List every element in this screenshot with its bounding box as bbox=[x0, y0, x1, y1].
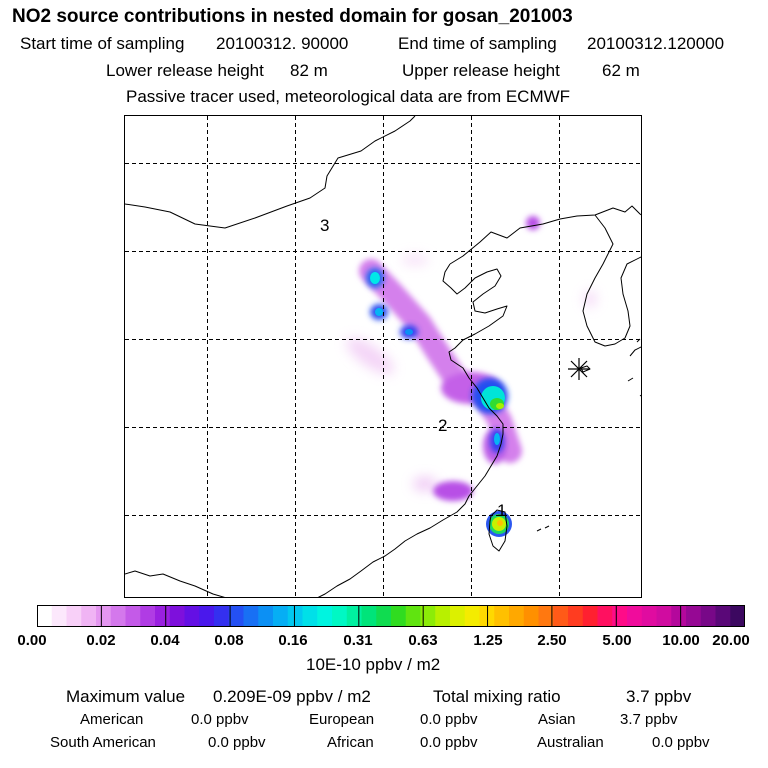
colorbar-swatch bbox=[494, 605, 510, 627]
colorbar-swatch bbox=[597, 605, 613, 627]
region-label-3: 3 bbox=[320, 216, 329, 235]
colorbar-swatch bbox=[125, 605, 141, 627]
colorbar-swatch bbox=[273, 605, 289, 627]
region-australian-value: 0.0 ppbv bbox=[652, 734, 710, 751]
colorbar-swatch bbox=[538, 605, 554, 627]
max-value: 0.209E-09 ppbv / m2 bbox=[213, 687, 371, 706]
concentration-field bbox=[346, 216, 596, 537]
colorbar-swatch bbox=[140, 605, 156, 627]
colorbar-tick: 20.00 bbox=[712, 632, 750, 649]
total-mixing-label: Total mixing ratio bbox=[433, 687, 561, 706]
region-african-name: African bbox=[327, 734, 374, 751]
colorbar-swatch bbox=[464, 605, 480, 627]
colorbar-swatch bbox=[317, 605, 333, 627]
colorbar-swatch bbox=[155, 605, 171, 627]
colorbar-tick: 0.08 bbox=[214, 632, 244, 649]
colorbar-swatch bbox=[656, 605, 672, 627]
region-australian-name: Australian bbox=[537, 734, 604, 751]
colorbar-swatch bbox=[700, 605, 716, 627]
region-american-name: American bbox=[80, 711, 144, 728]
colorbar-swatch bbox=[715, 605, 731, 627]
colorbar-swatch bbox=[435, 605, 451, 627]
colorbar-swatch bbox=[184, 605, 200, 627]
colorbar-swatch bbox=[214, 605, 230, 627]
region-south-american-value: 0.0 ppbv bbox=[208, 734, 266, 751]
colorbar-swatch bbox=[361, 605, 377, 627]
colorbar-tick: 2.50 bbox=[537, 632, 567, 649]
colorbar-swatch bbox=[523, 605, 539, 627]
end-time-label: End time of sampling bbox=[398, 34, 557, 53]
max-value-label: Maximum value bbox=[66, 687, 186, 706]
colorbar-swatch bbox=[258, 605, 274, 627]
colorbar-swatch bbox=[730, 605, 745, 627]
colorbar-swatch bbox=[450, 605, 466, 627]
colorbar-swatch bbox=[287, 605, 303, 627]
colorbar-swatch bbox=[553, 605, 569, 627]
colorbar-swatch bbox=[405, 605, 421, 627]
colorbar-swatch bbox=[582, 605, 598, 627]
region-label-1: 1 bbox=[497, 501, 506, 520]
lat-lon-grid bbox=[125, 116, 641, 597]
colorbar-swatch bbox=[302, 605, 318, 627]
map-panel: 1 2 3 bbox=[124, 115, 642, 598]
upper-height-label: Upper release height bbox=[402, 61, 560, 80]
colorbar-swatch bbox=[391, 605, 407, 627]
region-european-value: 0.0 ppbv bbox=[420, 711, 478, 728]
colorbar-tick: 1.25 bbox=[473, 632, 503, 649]
colorbar-tick: 0.00 bbox=[17, 632, 47, 649]
plot-title: NO2 source contributions in nested domai… bbox=[12, 6, 573, 27]
colorbar-swatch bbox=[243, 605, 259, 627]
start-time-label: Start time of sampling bbox=[20, 34, 185, 53]
asterisk-icon bbox=[568, 358, 590, 380]
colorbar-swatch bbox=[110, 605, 126, 627]
region-asian-name: Asian bbox=[538, 711, 576, 728]
colorbar-tick: 10.00 bbox=[662, 632, 700, 649]
colorbar-tick: 0.04 bbox=[150, 632, 180, 649]
upper-height-value: 62 m bbox=[602, 61, 640, 80]
colorbar-swatch bbox=[81, 605, 97, 627]
colorbar-tick: 0.16 bbox=[278, 632, 308, 649]
colorbar-swatch bbox=[228, 605, 244, 627]
colorbar-swatch bbox=[96, 605, 112, 627]
colorbar-swatch bbox=[376, 605, 392, 627]
colorbar-swatch bbox=[509, 605, 525, 627]
lower-height-label: Lower release height bbox=[106, 61, 264, 80]
region-american-value: 0.0 ppbv bbox=[191, 711, 249, 728]
colorbar-swatch bbox=[332, 605, 348, 627]
region-european-name: European bbox=[309, 711, 375, 728]
colorbar-swatch bbox=[37, 605, 53, 627]
colorbar-swatch bbox=[420, 605, 436, 627]
colorbar-swatch bbox=[568, 605, 584, 627]
region-african-value: 0.0 ppbv bbox=[420, 734, 478, 751]
colorbar-swatch bbox=[612, 605, 628, 627]
start-time-value: 20100312. 90000 bbox=[216, 34, 349, 53]
colorbar-swatch bbox=[686, 605, 702, 627]
total-mixing-value: 3.7 ppbv bbox=[626, 687, 692, 706]
colorbar-tick: 0.02 bbox=[86, 632, 116, 649]
coastlines bbox=[125, 116, 641, 597]
colorbar-border bbox=[37, 605, 745, 627]
region-south-american-name: South American bbox=[50, 734, 156, 751]
colorbar-tick: 5.00 bbox=[602, 632, 632, 649]
colorbar-swatch bbox=[346, 605, 362, 627]
colorbar-swatch bbox=[51, 605, 67, 627]
colorbar bbox=[37, 605, 745, 627]
colorbar-swatch bbox=[199, 605, 215, 627]
region-asian-value: 3.7 ppbv bbox=[620, 711, 678, 728]
lower-height-value: 82 m bbox=[290, 61, 328, 80]
colorbar-tick: 0.31 bbox=[343, 632, 373, 649]
colorbar-tick: 0.63 bbox=[408, 632, 438, 649]
colorbar-swatch bbox=[66, 605, 82, 627]
colorbar-swatch bbox=[641, 605, 657, 627]
map-canvas: 1 2 3 bbox=[125, 116, 641, 597]
tracer-note: Passive tracer used, meteorological data… bbox=[126, 87, 571, 106]
colorbar-swatch bbox=[627, 605, 643, 627]
end-time-value: 20100312.120000 bbox=[587, 34, 725, 53]
region-label-2: 2 bbox=[438, 416, 447, 435]
colorbar-unit: 10E-10 ppbv / m2 bbox=[306, 655, 441, 674]
colorbar-swatch bbox=[169, 605, 185, 627]
colorbar-swatch bbox=[671, 605, 687, 627]
